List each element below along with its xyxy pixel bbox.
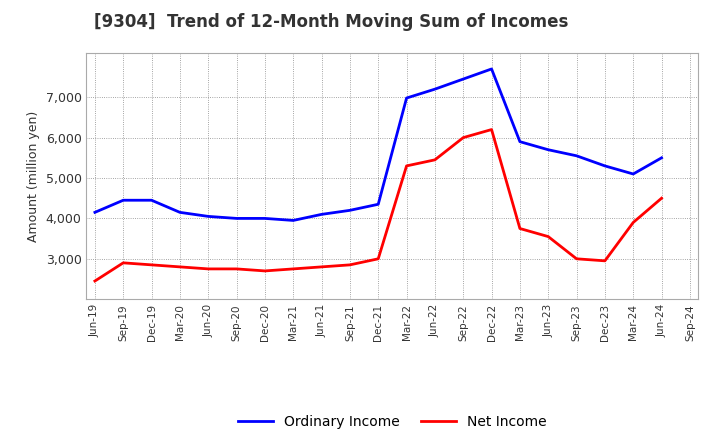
Ordinary Income [318,212,326,217]
Ordinary Income [148,198,156,203]
Ordinary Income [346,208,354,213]
Ordinary Income [289,218,297,223]
Net Income [346,262,354,268]
Ordinary Income [600,163,609,169]
Net Income [402,163,411,169]
Net Income [657,195,666,201]
Net Income [374,256,382,261]
Ordinary Income [233,216,241,221]
Net Income [91,279,99,284]
Ordinary Income [572,153,581,158]
Net Income [572,256,581,261]
Ordinary Income [119,198,127,203]
Ordinary Income [91,210,99,215]
Net Income [204,266,212,271]
Text: [9304]  Trend of 12-Month Moving Sum of Incomes: [9304] Trend of 12-Month Moving Sum of I… [94,13,568,31]
Y-axis label: Amount (million yen): Amount (million yen) [27,110,40,242]
Ordinary Income [459,77,467,82]
Ordinary Income [516,139,524,144]
Net Income [600,258,609,264]
Ordinary Income [374,202,382,207]
Net Income [516,226,524,231]
Net Income [233,266,241,271]
Line: Net Income: Net Income [95,129,662,281]
Net Income [629,220,637,225]
Net Income [544,234,552,239]
Line: Ordinary Income: Ordinary Income [95,69,662,220]
Net Income [431,157,439,162]
Net Income [148,262,156,268]
Net Income [318,264,326,270]
Net Income [176,264,184,270]
Ordinary Income [204,214,212,219]
Ordinary Income [431,87,439,92]
Net Income [487,127,496,132]
Ordinary Income [402,95,411,101]
Ordinary Income [261,216,269,221]
Ordinary Income [629,171,637,176]
Ordinary Income [657,155,666,161]
Net Income [261,268,269,274]
Ordinary Income [176,210,184,215]
Ordinary Income [487,66,496,72]
Net Income [119,260,127,265]
Net Income [289,266,297,271]
Ordinary Income [544,147,552,152]
Legend: Ordinary Income, Net Income: Ordinary Income, Net Income [233,410,552,435]
Net Income [459,135,467,140]
